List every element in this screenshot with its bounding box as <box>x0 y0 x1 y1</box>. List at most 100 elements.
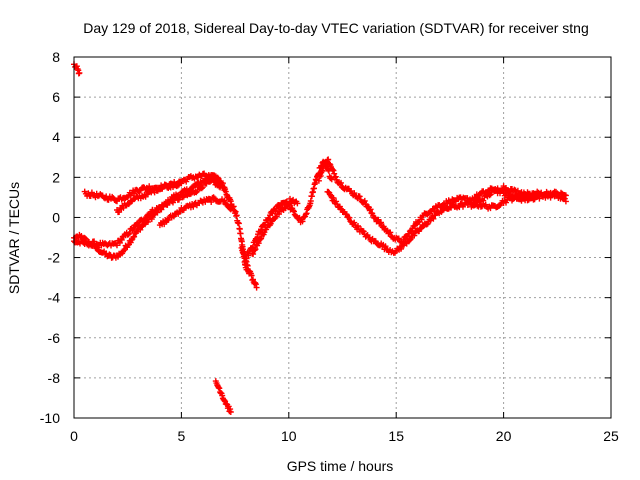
data-point <box>514 187 521 194</box>
data-point <box>233 212 240 219</box>
data-point <box>165 216 172 223</box>
data-track <box>114 178 185 216</box>
data-point <box>337 205 344 212</box>
data-point <box>252 246 259 253</box>
data-point <box>170 199 176 206</box>
data-point <box>351 190 358 197</box>
data-point <box>536 195 543 202</box>
data-point <box>168 198 175 205</box>
data-point <box>329 166 336 173</box>
data-point <box>120 247 127 254</box>
data-point <box>562 192 569 199</box>
x-axis-label: GPS time / hours <box>287 458 394 474</box>
data-point <box>235 220 242 227</box>
data-point <box>378 219 384 226</box>
data-point <box>148 216 155 223</box>
y-tick-label: 2 <box>52 169 60 185</box>
data-point <box>210 172 217 179</box>
plot-frame <box>73 56 612 419</box>
data-point <box>486 192 493 199</box>
data-point <box>76 70 83 76</box>
data-point <box>532 194 539 201</box>
data-point <box>208 199 215 205</box>
y-axis-label: SDTVAR / TECUs <box>6 182 22 294</box>
data-point <box>245 252 252 259</box>
data-point <box>198 185 205 192</box>
data-point <box>130 225 137 232</box>
data-point <box>221 197 228 204</box>
data-point <box>361 197 368 204</box>
data-point <box>382 243 389 250</box>
data-markers <box>71 61 569 415</box>
data-point <box>480 197 487 204</box>
data-point <box>199 184 206 191</box>
data-point <box>106 251 113 258</box>
data-point <box>161 221 168 228</box>
data-point <box>126 229 133 236</box>
data-point <box>398 245 404 252</box>
data-point <box>355 223 361 229</box>
data-point <box>217 179 224 186</box>
y-tick-label: -8 <box>48 370 61 386</box>
data-point <box>194 187 201 194</box>
y-tick-label: 8 <box>52 49 60 65</box>
data-point <box>411 232 418 239</box>
data-point <box>227 409 234 415</box>
data-point <box>346 214 353 221</box>
data-point <box>333 198 340 205</box>
y-tick-label: -10 <box>40 410 60 426</box>
data-point <box>418 216 425 223</box>
data-point <box>250 251 257 258</box>
data-point <box>226 205 233 212</box>
data-point <box>387 229 394 236</box>
data-point <box>356 193 363 200</box>
data-point <box>294 200 301 207</box>
axis-ticks: 0 5 10 15 20 25 -10 -8 -6 -4 -2 0 2 4 6 8 <box>40 49 619 444</box>
data-point <box>511 186 518 193</box>
chart-title: Day 129 of 2018, Sidereal Day-to-day VTE… <box>83 20 589 36</box>
data-point <box>430 215 437 222</box>
data-point <box>272 214 279 221</box>
data-point <box>330 167 337 174</box>
data-point <box>137 226 144 233</box>
data-point <box>109 193 116 200</box>
data-point <box>367 206 374 213</box>
data-point <box>338 179 344 186</box>
x-tick-label: 5 <box>178 428 186 444</box>
y-tick-label: 4 <box>52 129 60 145</box>
x-tick-label: 10 <box>281 428 297 444</box>
data-point <box>183 178 190 185</box>
data-point <box>118 236 125 243</box>
series-sdtvar <box>71 61 569 415</box>
y-tick-label: -4 <box>48 290 61 306</box>
data-track <box>71 61 83 77</box>
x-tick-label: 20 <box>496 428 512 444</box>
data-point <box>503 199 509 206</box>
data-point <box>174 182 181 189</box>
x-tick-label: 0 <box>70 428 78 444</box>
data-point <box>190 203 197 210</box>
data-point <box>255 240 262 247</box>
x-tick-label: 25 <box>603 428 619 444</box>
y-tick-label: -2 <box>48 250 61 266</box>
data-point <box>131 233 138 240</box>
data-point <box>221 184 228 191</box>
data-point <box>510 196 517 202</box>
data-point <box>330 194 337 201</box>
data-track <box>212 378 234 415</box>
data-point <box>129 226 136 233</box>
data-point <box>253 284 260 291</box>
data-point <box>251 247 258 254</box>
data-point <box>332 173 339 180</box>
y-tick-label: -6 <box>48 330 61 346</box>
y-tick-label: 0 <box>52 209 60 225</box>
data-point <box>479 196 486 203</box>
data-point <box>299 218 306 225</box>
data-point <box>291 208 297 215</box>
data-track <box>324 188 569 256</box>
x-tick-label: 15 <box>388 428 404 444</box>
y-tick-label: 6 <box>52 89 60 105</box>
data-track <box>156 194 234 229</box>
data-point <box>562 198 569 205</box>
